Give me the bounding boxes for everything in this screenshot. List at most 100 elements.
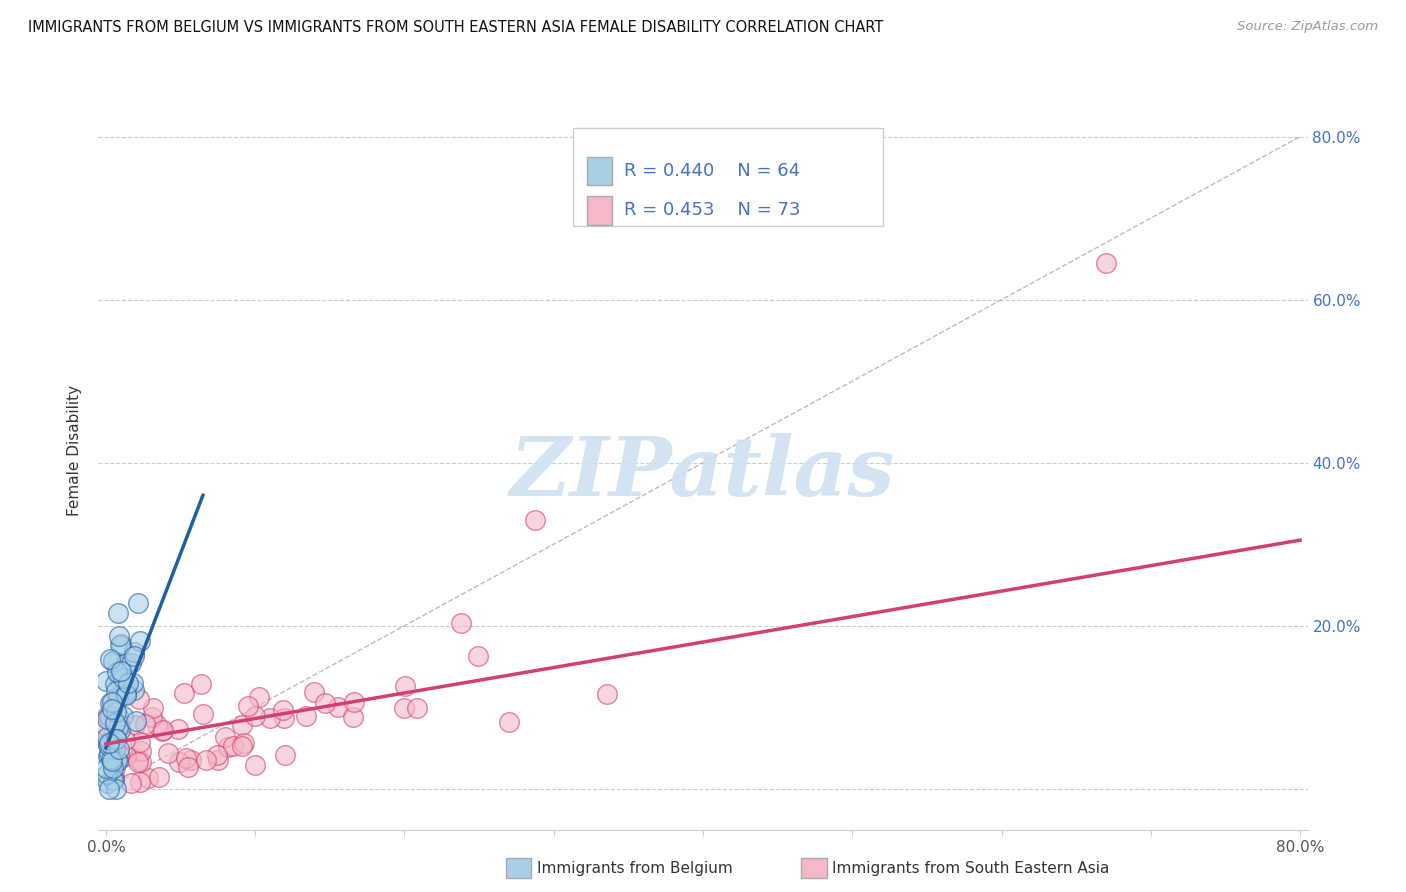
Point <box>97 776 120 790</box>
Point <box>110 664 132 678</box>
Point <box>94 673 117 688</box>
Point <box>152 723 174 737</box>
Point <box>127 756 149 770</box>
Point <box>295 708 318 723</box>
Text: Immigrants from South Eastern Asia: Immigrants from South Eastern Asia <box>832 862 1109 876</box>
Point <box>129 744 152 758</box>
Point <box>96 730 118 744</box>
Point <box>107 755 129 769</box>
Point <box>328 700 350 714</box>
Text: R = 0.440    N = 64: R = 0.440 N = 64 <box>624 162 800 180</box>
Point <box>98 652 121 666</box>
Point <box>105 693 128 707</box>
Point <box>98 696 121 710</box>
Point <box>233 736 256 750</box>
Point <box>97 747 120 761</box>
Point <box>122 648 145 663</box>
Point <box>122 675 145 690</box>
Point <box>136 771 159 785</box>
Point <box>129 634 152 648</box>
Text: R = 0.453    N = 73: R = 0.453 N = 73 <box>624 202 800 219</box>
Point <box>117 676 139 690</box>
Point <box>96 712 118 726</box>
Point <box>108 747 131 761</box>
Point <box>217 739 239 754</box>
Point <box>231 718 253 732</box>
Point <box>271 703 294 717</box>
Point <box>247 690 270 705</box>
Point <box>190 676 212 690</box>
Point <box>112 709 135 723</box>
Point <box>114 749 136 764</box>
Point <box>243 758 266 772</box>
Point <box>150 723 173 738</box>
Point <box>108 664 131 678</box>
Point <box>314 696 336 710</box>
Point <box>214 730 236 744</box>
Point <box>124 717 146 731</box>
Point <box>115 687 138 701</box>
Point <box>98 781 121 796</box>
Point <box>108 742 131 756</box>
Point <box>101 729 124 743</box>
Point <box>112 687 135 701</box>
Point <box>114 682 136 697</box>
Point <box>273 711 295 725</box>
Point <box>105 705 128 719</box>
Point <box>177 760 200 774</box>
Point <box>103 773 125 788</box>
Text: Source: ZipAtlas.com: Source: ZipAtlas.com <box>1237 20 1378 33</box>
Point <box>222 739 245 754</box>
Point <box>100 736 122 750</box>
Point <box>231 739 253 753</box>
Point <box>176 750 198 764</box>
Point <box>142 701 165 715</box>
Point <box>104 684 127 698</box>
Point <box>596 687 619 701</box>
Point <box>107 721 129 735</box>
Point <box>103 654 125 668</box>
Point <box>108 690 131 704</box>
Text: ZIPatlas: ZIPatlas <box>510 434 896 513</box>
Point <box>97 736 120 750</box>
Point <box>120 776 142 790</box>
Point <box>127 596 149 610</box>
Point <box>524 513 547 527</box>
Point <box>97 749 120 764</box>
Point <box>191 706 214 721</box>
Point <box>103 733 125 747</box>
Point <box>103 770 125 784</box>
Point <box>124 646 146 660</box>
Point <box>101 761 124 775</box>
Point <box>128 735 150 749</box>
Point <box>98 744 121 758</box>
Point <box>105 731 128 746</box>
Point <box>104 740 127 755</box>
Point <box>107 606 129 620</box>
Point <box>467 649 489 664</box>
Point <box>100 754 122 768</box>
Point <box>112 672 135 686</box>
Point <box>122 682 145 697</box>
Point <box>125 714 148 728</box>
Point <box>450 616 472 631</box>
Point <box>94 719 117 733</box>
Point <box>498 715 520 730</box>
Point <box>394 679 416 693</box>
Point <box>173 686 195 700</box>
Point <box>134 716 156 731</box>
Point <box>146 718 169 732</box>
Point <box>127 752 149 766</box>
Point <box>128 692 150 706</box>
Point <box>108 717 131 731</box>
Point <box>195 753 218 767</box>
Point <box>97 738 120 752</box>
Point <box>405 700 427 714</box>
Point <box>141 710 163 724</box>
Point <box>274 747 297 762</box>
Point <box>100 737 122 751</box>
Point <box>129 755 152 769</box>
Point <box>101 654 124 668</box>
Point <box>180 753 202 767</box>
Point <box>148 770 170 784</box>
